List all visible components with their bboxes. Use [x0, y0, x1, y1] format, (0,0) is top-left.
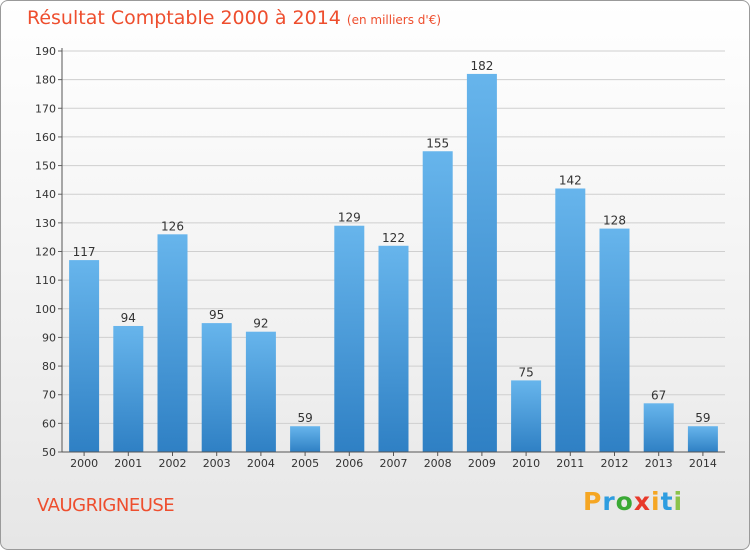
y-tick-label: 50	[42, 446, 56, 459]
data-label: 59	[695, 411, 710, 425]
y-tick-label: 60	[42, 417, 56, 430]
x-tick-label: 2001	[114, 457, 142, 470]
x-tick-label: 2004	[247, 457, 275, 470]
data-label: 182	[470, 59, 493, 73]
x-tick-label: 2003	[203, 457, 231, 470]
data-label: 59	[297, 411, 312, 425]
y-tick-label: 180	[35, 74, 56, 87]
bar-2002	[157, 234, 188, 452]
bar-2005	[290, 426, 321, 452]
y-tick-label: 170	[35, 102, 56, 115]
logo-letter: o	[615, 487, 634, 516]
logo-letter: x	[633, 487, 651, 516]
x-tick-label: 2007	[380, 457, 408, 470]
bar-2003	[201, 323, 232, 452]
data-label: 67	[651, 388, 666, 402]
x-tick-label: 2002	[159, 457, 187, 470]
chart-subtitle: (en milliers d'€)	[346, 13, 442, 27]
bar-2010	[511, 380, 542, 452]
proxiti-logo: Proxiti	[583, 487, 683, 516]
y-tick-label: 100	[35, 303, 56, 316]
data-label: 129	[338, 211, 361, 225]
bar-2001	[113, 325, 144, 452]
data-label: 126	[161, 219, 184, 233]
logo-letter: i	[673, 487, 684, 516]
x-tick-label: 2009	[468, 457, 496, 470]
y-tick-label: 160	[35, 131, 56, 144]
logo-letter: t	[660, 487, 674, 516]
y-tick-label: 80	[42, 360, 56, 373]
y-tick-label: 110	[35, 274, 56, 287]
x-tick-label: 2006	[335, 457, 363, 470]
data-label: 94	[121, 311, 136, 325]
bar-2012	[599, 228, 630, 452]
x-tick-label: 2005	[291, 457, 319, 470]
x-tick-label: 2013	[645, 457, 673, 470]
data-label: 128	[603, 214, 626, 228]
x-tick-label: 2012	[601, 457, 629, 470]
x-tick-label: 2000	[70, 457, 98, 470]
y-tick-label: 150	[35, 160, 56, 173]
y-tick-label: 130	[35, 217, 56, 230]
data-label: 117	[73, 245, 96, 259]
data-label: 142	[559, 173, 582, 187]
bar-2011	[555, 188, 586, 452]
data-label: 122	[382, 231, 405, 245]
logo-letter: r	[602, 487, 616, 516]
data-label: 155	[426, 136, 449, 150]
y-tick-label: 120	[35, 246, 56, 259]
bar-2014	[687, 426, 718, 452]
y-tick-label: 140	[35, 188, 56, 201]
x-tick-label: 2011	[556, 457, 584, 470]
y-tick-label: 90	[42, 331, 56, 344]
bar-2004	[245, 331, 276, 452]
bar-2008	[422, 151, 453, 452]
bar-2007	[378, 245, 409, 452]
commune-name: VAUGRIGNEUSE	[37, 495, 175, 516]
y-tick-label: 190	[35, 45, 56, 58]
data-label: 75	[518, 365, 533, 379]
y-tick-label: 70	[42, 389, 56, 402]
logo-letter: i	[651, 487, 661, 516]
bar-2000	[69, 260, 100, 452]
bar-2009	[466, 73, 497, 453]
data-label: 95	[209, 308, 224, 322]
x-tick-label: 2014	[689, 457, 717, 470]
x-tick-label: 2008	[424, 457, 452, 470]
chart-title: Résultat Comptable 2000 à 2014 (en millie…	[27, 7, 442, 29]
logo-letter: P	[583, 487, 603, 516]
data-label: 92	[253, 317, 268, 331]
bar-2006	[334, 225, 365, 452]
bar-2013	[643, 403, 674, 452]
x-tick-label: 2010	[512, 457, 540, 470]
